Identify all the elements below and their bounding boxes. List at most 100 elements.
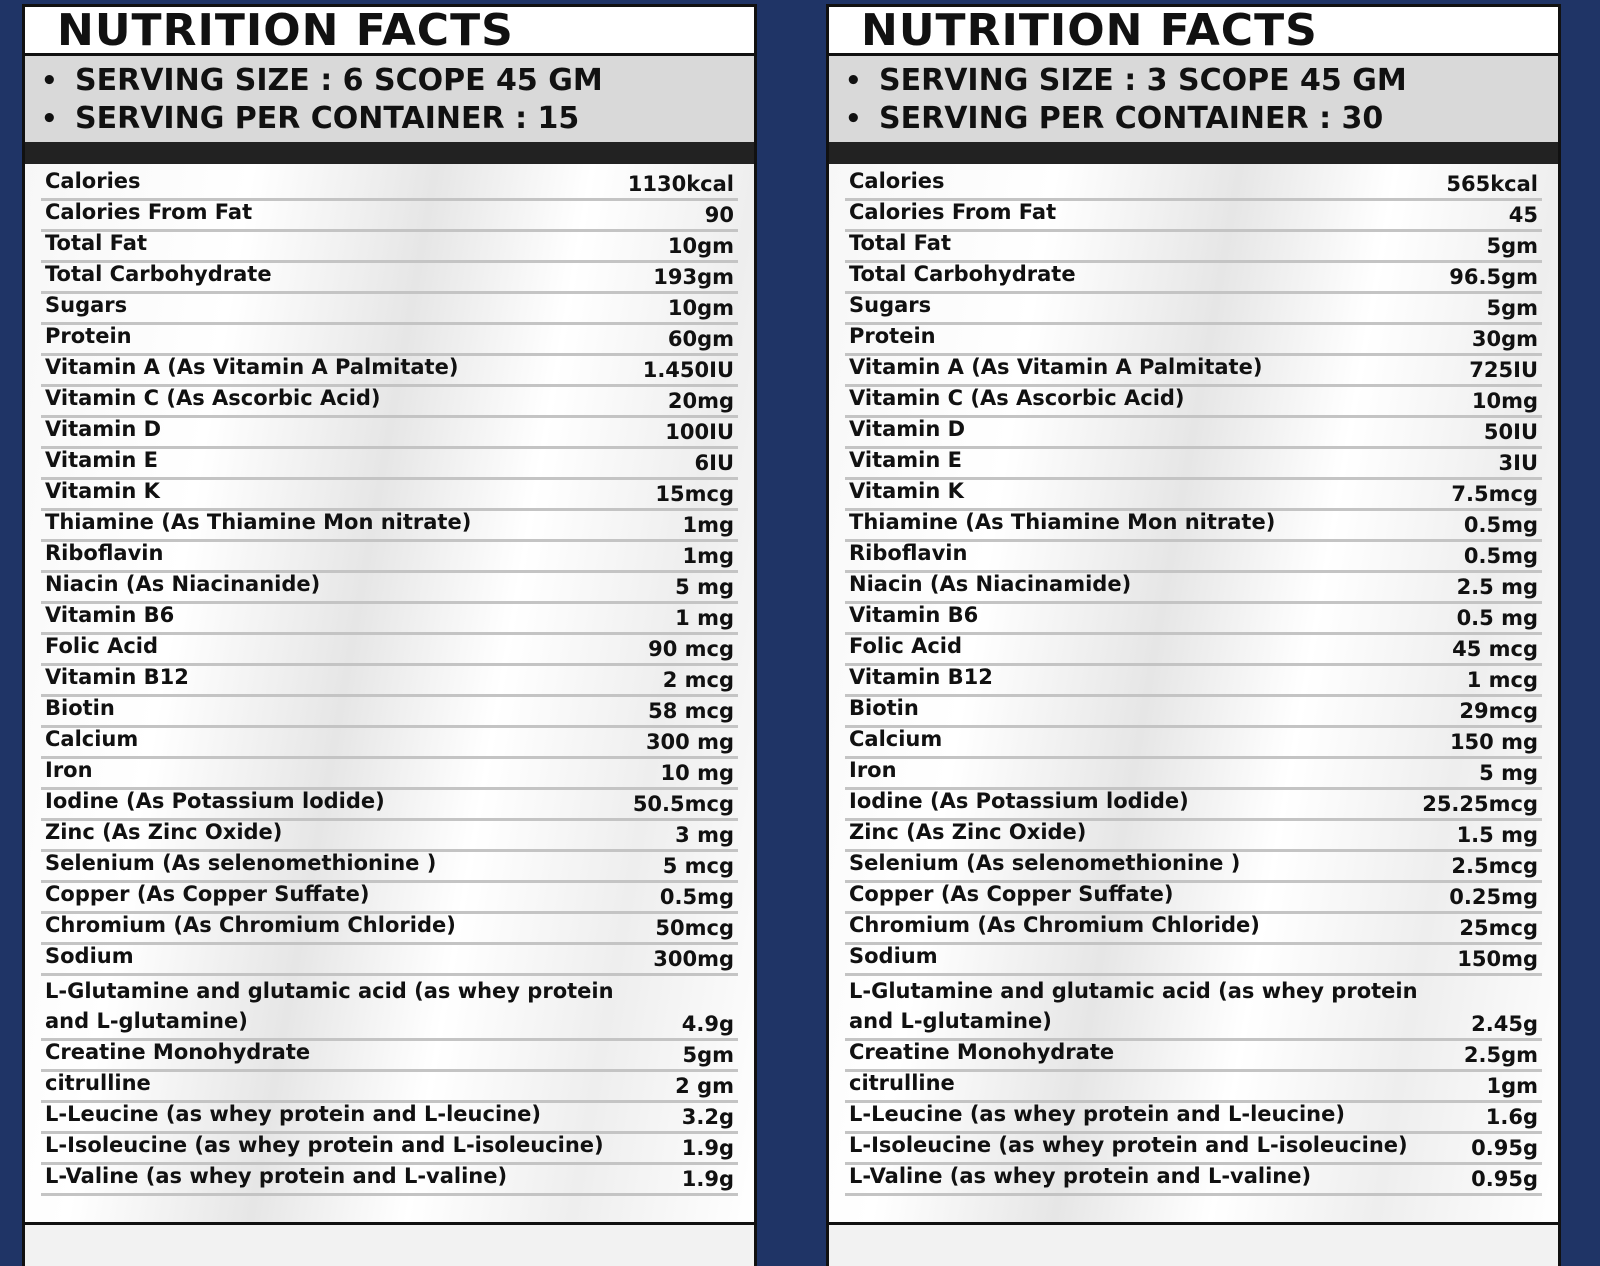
nutrient-row: Vitamin K 15mcg: [41, 479, 738, 511]
nutrient-row: Vitamin K 7.5mcg: [845, 479, 1542, 511]
nutrient-name: Zinc (As Zinc Oxide): [45, 820, 283, 844]
nutrient-row: Vitamin E 3IU: [845, 448, 1542, 480]
nutrient-value: 2 mcg: [662, 668, 734, 692]
nutrient-row: Calcium 300 mg: [41, 727, 738, 759]
nutrient-value: 58 mcg: [648, 699, 734, 723]
panel-footer: [22, 1222, 757, 1266]
nutrient-value: 1.450IU: [642, 358, 734, 382]
nutrient-row: Vitamin D 50IU: [845, 417, 1542, 449]
nutrient-name: Sugars: [45, 293, 128, 317]
nutrient-row: Biotin 58 mcg: [41, 696, 738, 728]
nutrient-name: Creatine Monohydrate: [849, 1040, 1115, 1064]
nutrient-value: 2.5gm: [1463, 1043, 1538, 1067]
nutrient-value: 3IU: [1498, 451, 1538, 475]
nutrient-name: Niacin (As Niacinamide): [849, 572, 1132, 596]
nutrient-row: Calcium 150 mg: [845, 727, 1542, 759]
nutrient-name: Vitamin B12: [45, 665, 189, 689]
nutrient-row: Niacin (As Niacinanide) 5 mg: [41, 572, 738, 604]
nutrient-value: 1130kcal: [627, 172, 734, 196]
nutrient-name: Sodium: [849, 944, 938, 968]
nutrient-row: Vitamin E 6IU: [41, 448, 738, 480]
nutrient-row: Thiamine (As Thiamine Mon nitrate) 1mg: [41, 510, 738, 542]
nutrient-value: 10mg: [1471, 389, 1538, 413]
nutrient-name: Creatine Monohydrate: [45, 1040, 311, 1064]
nutrient-value: 45: [1508, 203, 1538, 227]
nutrient-name: Vitamin B6: [45, 603, 175, 627]
nutrient-value: 1mg: [682, 513, 734, 537]
nutrient-value: 50mcg: [655, 916, 734, 940]
nutrient-row: Calories 1130kcal: [41, 169, 738, 201]
serving-size: SERVING SIZE : 6 SCOPE 45 GM: [75, 63, 603, 98]
nutrient-value: 90: [704, 203, 734, 227]
nutrient-value: 0.95g: [1471, 1136, 1538, 1160]
nutrient-row: Sugars 5gm: [845, 293, 1542, 325]
nutrient-name: Vitamin E: [849, 448, 962, 472]
nutrient-row: Folic Acid 45 mcg: [845, 634, 1542, 666]
nutrient-value: 10gm: [667, 296, 734, 320]
nutrient-value: 3.2g: [681, 1105, 734, 1129]
nutrient-value: 3 mg: [675, 823, 734, 847]
nutrient-name: Calcium: [45, 727, 139, 751]
nutrient-value: 25mcg: [1459, 916, 1538, 940]
nutrient-name: Iodine (As Potassium lodide): [45, 789, 385, 813]
nutrient-name: Iron: [849, 758, 897, 782]
nutrient-value: 50IU: [1483, 420, 1538, 444]
serving-info: • SERVING SIZE : 3 SCOPE 45 GM • SERVING…: [826, 56, 1561, 142]
nutrient-row: Vitamin C (As Ascorbic Acid) 20mg: [41, 386, 738, 418]
bullet-icon: •: [845, 104, 862, 134]
nutrient-value: 50.5mcg: [632, 792, 734, 816]
nutrient-value: 193gm: [653, 265, 734, 289]
nutrient-name: Vitamin A (As Vitamin A Palmitate): [45, 355, 459, 379]
nutrient-table: Calories 565kcal Calories From Fat 45 Total …: [826, 164, 1561, 1224]
nutrient-value: 0.5mg: [1463, 544, 1538, 568]
nutrient-name: Vitamin C (As Ascorbic Acid): [45, 386, 381, 410]
serving-size-line: • SERVING SIZE : 3 SCOPE 45 GM: [845, 62, 1558, 100]
nutrient-row: L-Isoleucine (as whey protein and L-isol…: [41, 1133, 738, 1165]
nutrient-row: Vitamin B6 1 mg: [41, 603, 738, 635]
nutrient-name: L-Valine (as whey protein and L-valine): [849, 1164, 1312, 1188]
nutrient-name: L-Leucine (as whey protein and L-leucine…: [849, 1102, 1345, 1126]
nutrient-name: Calories From Fat: [45, 200, 253, 224]
nutrient-value: 1.9g: [681, 1136, 734, 1160]
nutrient-value: 725IU: [1469, 358, 1538, 382]
nutrient-value: 5 mg: [675, 575, 734, 599]
nutrient-name: Copper (As Copper Suffate): [849, 882, 1174, 906]
nutrient-name: L-Isoleucine (as whey protein and L-isol…: [45, 1133, 604, 1157]
serving-info: • SERVING SIZE : 6 SCOPE 45 GM • SERVING…: [22, 56, 757, 142]
nutrient-row: Total Carbohydrate 193gm: [41, 262, 738, 294]
nutrient-name: L-Glutamine and glutamic acid (as whey p…: [849, 979, 1418, 1033]
nutrient-value: 1 mg: [675, 606, 734, 630]
panel-title: NUTRITION FACTS: [57, 4, 514, 56]
nutrient-name: Selenium (As selenomethionine ): [849, 851, 1241, 875]
nutrient-value: 2.45g: [1471, 1012, 1538, 1036]
divider-bar: [22, 142, 757, 164]
nutrient-row: Selenium (As selenomethionine ) 5 mcg: [41, 851, 738, 883]
nutrient-row: L-Isoleucine (as whey protein and L-isol…: [845, 1133, 1542, 1165]
nutrient-row: Vitamin D 100IU: [41, 417, 738, 449]
nutrient-row: L-Valine (as whey protein and L-valine) 1…: [41, 1164, 738, 1196]
nutrient-row: Chromium (As Chromium Chloride) 25mcg: [845, 913, 1542, 945]
nutrient-row: Total Carbohydrate 96.5gm: [845, 262, 1542, 294]
nutrient-row: Folic Acid 90 mcg: [41, 634, 738, 666]
nutrient-name: Copper (As Copper Suffate): [45, 882, 370, 906]
panel-title-box: NUTRITION FACTS: [22, 4, 757, 56]
nutrient-name: Folic Acid: [849, 634, 963, 658]
nutrient-value: 0.25mg: [1449, 885, 1538, 909]
nutrient-value: 2 gm: [675, 1074, 734, 1098]
nutrient-name: Thiamine (As Thiamine Mon nitrate): [45, 510, 472, 534]
nutrient-row: Protein 60gm: [41, 324, 738, 356]
nutrient-row: Copper (As Copper Suffate) 0.5mg: [41, 882, 738, 914]
nutrient-value: 2.5 mg: [1456, 575, 1538, 599]
nutrient-row: Iodine (As Potassium lodide) 50.5mcg: [41, 789, 738, 821]
nutrient-value: 1mg: [682, 544, 734, 568]
nutrient-row: Vitamin C (As Ascorbic Acid) 10mg: [845, 386, 1542, 418]
nutrient-value: 0.95g: [1471, 1167, 1538, 1191]
nutrient-name: citrulline: [45, 1071, 151, 1095]
servings-per-container: SERVING PER CONTAINER : 30: [879, 101, 1384, 136]
nutrient-name: Iron: [45, 758, 93, 782]
nutrient-name: Vitamin B6: [849, 603, 979, 627]
nutrient-row: Copper (As Copper Suffate) 0.25mg: [845, 882, 1542, 914]
nutrient-row: citrulline 2 gm: [41, 1071, 738, 1103]
nutrient-row: Vitamin B12 2 mcg: [41, 665, 738, 697]
nutrient-row: Creatine Monohydrate 2.5gm: [845, 1040, 1542, 1072]
